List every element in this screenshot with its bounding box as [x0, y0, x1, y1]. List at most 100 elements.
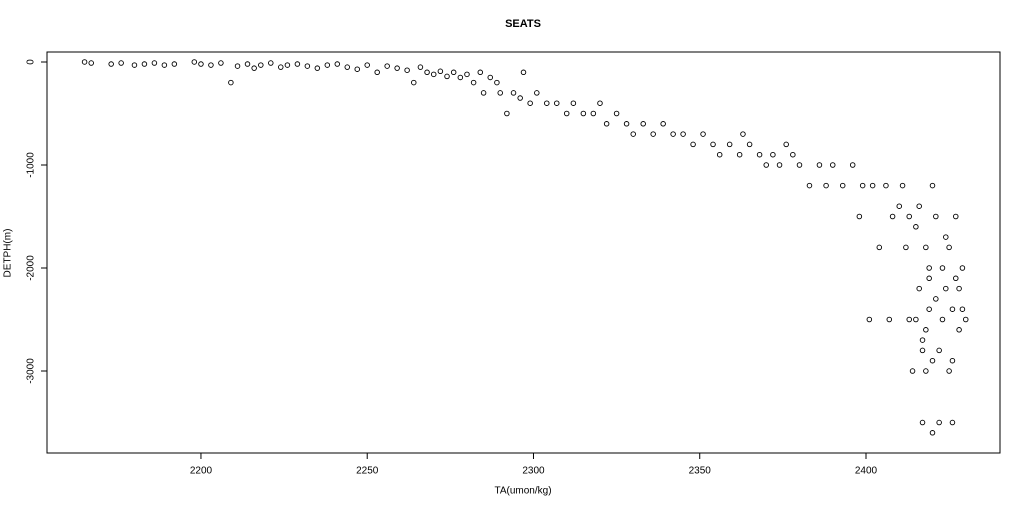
point — [670, 131, 676, 137]
point — [736, 151, 743, 158]
point — [437, 68, 444, 75]
point — [430, 71, 437, 78]
point — [404, 67, 410, 73]
point — [603, 121, 610, 127]
point — [919, 337, 926, 343]
point — [943, 285, 949, 292]
point — [933, 213, 939, 220]
plot-box — [46, 51, 1001, 454]
point — [823, 182, 829, 189]
point — [869, 182, 876, 189]
point — [943, 234, 949, 240]
chart-title: SEATS — [505, 18, 541, 30]
point — [417, 64, 424, 70]
point — [563, 110, 570, 117]
point — [613, 110, 620, 117]
point — [929, 430, 936, 436]
point — [956, 285, 962, 292]
point — [294, 61, 301, 67]
point — [876, 244, 883, 251]
point — [856, 213, 863, 220]
point — [191, 59, 198, 65]
point — [344, 64, 351, 70]
point — [141, 61, 148, 67]
point — [916, 203, 922, 209]
point — [374, 69, 380, 76]
point — [680, 131, 686, 137]
point — [939, 316, 946, 323]
point — [487, 74, 493, 81]
point — [926, 306, 932, 312]
point — [939, 265, 946, 271]
point — [394, 65, 400, 71]
point — [660, 121, 666, 127]
point — [198, 61, 204, 67]
point — [923, 244, 929, 251]
y-tick-label: 0 — [26, 59, 37, 65]
point — [544, 100, 550, 106]
point — [953, 275, 959, 282]
point — [131, 62, 138, 68]
point — [903, 244, 909, 251]
point — [906, 316, 912, 323]
point — [534, 90, 540, 96]
point — [354, 66, 360, 72]
point — [923, 327, 929, 333]
point — [896, 203, 902, 209]
point — [859, 182, 866, 189]
point — [151, 60, 158, 66]
point — [234, 63, 241, 69]
point — [783, 141, 789, 148]
point — [258, 62, 264, 68]
y-tick-label: -2000 — [26, 255, 37, 281]
point — [899, 182, 906, 189]
point — [926, 275, 932, 282]
point — [909, 368, 916, 374]
point — [883, 182, 889, 189]
point — [364, 62, 370, 68]
x-axis-label: TA(umon/kg) — [494, 486, 551, 497]
point — [494, 79, 500, 86]
point — [334, 61, 341, 67]
point — [384, 63, 390, 69]
point — [278, 64, 284, 70]
point — [829, 162, 836, 168]
point — [520, 69, 527, 76]
point — [956, 327, 962, 333]
point — [244, 61, 251, 67]
point — [949, 419, 956, 426]
point — [464, 71, 470, 78]
point — [929, 182, 936, 189]
point — [554, 100, 560, 106]
point — [740, 131, 746, 137]
point — [806, 182, 813, 189]
point — [497, 90, 503, 96]
point — [866, 316, 873, 323]
point — [916, 285, 922, 292]
x-tick-label: 2300 — [522, 466, 545, 477]
point — [208, 62, 214, 68]
point — [926, 265, 932, 271]
point — [171, 61, 178, 67]
point — [959, 306, 966, 312]
point — [640, 121, 646, 127]
point — [919, 419, 926, 426]
y-tick-label: -3000 — [26, 358, 37, 384]
point — [919, 347, 926, 354]
point — [816, 162, 823, 168]
point — [424, 69, 430, 76]
point — [949, 357, 956, 364]
point — [590, 110, 597, 117]
point — [923, 368, 929, 374]
point — [480, 90, 487, 96]
point — [949, 306, 956, 312]
point — [527, 100, 533, 106]
point — [929, 357, 936, 364]
point — [756, 151, 763, 158]
point — [746, 141, 753, 148]
point — [933, 296, 939, 302]
point — [913, 316, 919, 323]
point — [450, 69, 457, 76]
point — [946, 368, 952, 374]
